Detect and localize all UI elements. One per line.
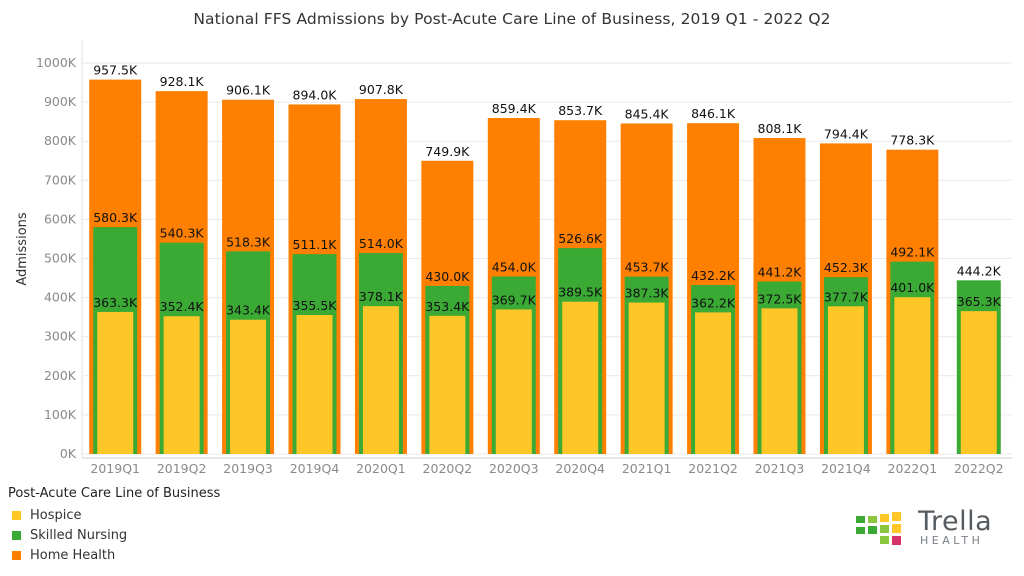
x-tick-label: 2021Q1 [622,461,672,476]
y-tick-label: 300K [44,329,77,344]
bar-hospice [827,306,864,454]
x-tick-label: 2019Q4 [290,461,340,476]
data-label-hospice: 363.3K [93,295,138,310]
x-tick-label: 2021Q2 [688,461,738,476]
data-label-skilled-nursing: 514.0K [359,236,404,251]
legend-title: Post-Acute Care Line of Business [8,486,221,501]
data-label-skilled-nursing: 518.3K [226,234,271,249]
data-label-hospice: 377.7K [824,289,869,304]
bar-hospice [562,301,599,454]
legend-item-skilled-nursing[interactable]: Skilled Nursing [8,525,220,545]
bar-hospice [495,309,532,454]
data-label-hospice: 369.7K [492,292,537,307]
data-label-hospice: 378.1K [359,289,404,304]
data-label-hospice: 401.0K [890,280,935,295]
bar-hospice [695,312,732,454]
legend-label-hospice: Hospice [30,507,82,523]
x-tick-label: 2019Q1 [90,461,140,476]
x-tick-label: 2020Q3 [489,461,539,476]
x-tick-label: 2022Q2 [954,461,1004,476]
data-label-skilled-nursing: 511.1K [293,237,338,252]
data-label-home-health: 845.4K [625,106,670,121]
data-label-home-health: 906.1K [226,83,271,98]
x-tick-label: 2021Q3 [755,461,805,476]
logo-grid-icon [856,512,901,545]
bar-hospice [97,311,134,454]
data-label-skilled-nursing: 526.6K [558,231,603,246]
data-label-skilled-nursing: 444.2K [957,263,1002,278]
x-tick-label: 2022Q1 [888,461,938,476]
data-label-home-health: 928.1K [160,74,205,89]
y-tick-label: 1000K [36,55,77,70]
legend-label-skilled-nursing: Skilled Nursing [30,527,128,543]
data-label-home-health: 808.1K [758,121,803,136]
data-label-hospice: 352.4K [160,299,205,314]
x-tick-label: 2020Q4 [555,461,605,476]
x-tick-label: 2021Q4 [821,461,871,476]
data-label-skilled-nursing: 454.0K [492,259,537,274]
data-label-skilled-nursing: 492.1K [890,245,935,260]
y-tick-label: 600K [44,211,77,226]
data-label-hospice: 387.3K [625,286,670,301]
y-tick-label: 900K [44,94,77,109]
data-label-skilled-nursing: 453.7K [625,260,670,275]
y-tick-label: 800K [44,133,77,148]
data-label-home-health: 859.4K [492,101,537,116]
logo-subtitle: HEALTH [920,534,984,547]
data-label-home-health: 894.0K [293,87,338,102]
x-tick-label: 2019Q2 [157,461,207,476]
trella-health-logo: Trella HEALTH [856,506,1006,550]
legend-label-home-health: Home Health [30,547,116,563]
x-tick-label: 2020Q1 [356,461,406,476]
data-label-hospice: 353.4K [425,299,470,314]
data-label-skilled-nursing: 452.3K [824,260,869,275]
data-label-home-health: 907.8K [359,82,404,97]
data-label-skilled-nursing: 540.3K [160,226,205,241]
legend: Post-Acute Care Line of Business Hospice… [8,486,220,565]
y-tick-label: 200K [44,368,77,383]
data-label-hospice: 389.5K [558,285,603,300]
x-tick-label: 2019Q3 [223,461,273,476]
y-tick-label: 500K [44,251,77,266]
data-label-home-health: 853.7K [558,103,603,118]
legend-swatch-home-health [12,550,21,560]
data-label-hospice: 362.2K [691,295,736,310]
data-label-home-health: 749.9K [425,144,470,159]
data-label-home-health: 778.3K [890,133,935,148]
legend-item-hospice[interactable]: Hospice [8,505,220,525]
data-label-home-health: 957.5K [93,63,138,78]
x-tick-label: 2020Q2 [423,461,473,476]
legend-swatch-skilled-nursing [12,530,21,540]
data-label-hospice: 372.5K [758,291,803,306]
data-label-hospice: 343.4K [226,303,271,318]
data-label-skilled-nursing: 580.3K [93,210,138,225]
bar-hospice [894,297,931,454]
legend-swatch-hospice [12,510,21,520]
data-label-skilled-nursing: 430.0K [425,269,470,284]
bar-hospice [362,306,399,454]
bar-hospice [230,319,267,454]
legend-item-home-health[interactable]: Home Health [8,545,220,565]
data-label-skilled-nursing: 432.2K [691,268,736,283]
bar-hospice [628,302,665,454]
y-tick-label: 0K [60,446,77,461]
y-axis-title: Admissions [15,212,30,286]
bar-hospice [761,308,798,454]
chart-title: National FFS Admissions by Post-Acute Ca… [193,10,831,28]
data-label-hospice: 355.5K [293,298,338,313]
data-label-home-health: 794.4K [824,126,869,141]
y-tick-label: 700K [44,172,77,187]
y-tick-label: 100K [44,407,77,422]
bar-hospice [960,311,997,454]
y-tick-label: 400K [44,290,77,305]
bar-hospice [296,314,333,454]
bar-hospice [429,315,466,454]
data-label-hospice: 365.3K [957,294,1002,309]
logo-wordmark: Trella [918,506,993,537]
chart-plot: 0K 100K 200K 300K 400K 500K 600K 700K 800K 900K 10… [15,40,1012,476]
data-label-skilled-nursing: 441.2K [758,264,803,279]
data-label-home-health: 846.1K [691,106,736,121]
bar-hospice [163,316,200,454]
